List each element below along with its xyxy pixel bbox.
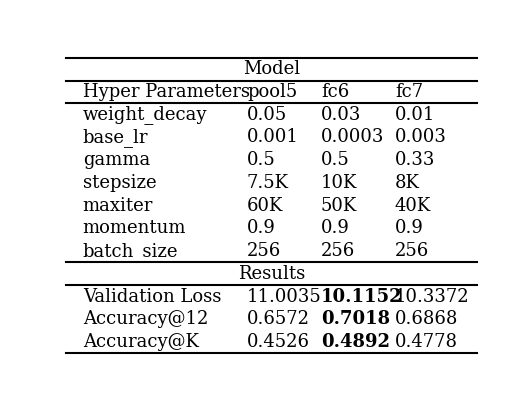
Text: Accuracy@K: Accuracy@K xyxy=(83,333,199,351)
Text: 60K: 60K xyxy=(247,197,284,215)
Text: 0.4892: 0.4892 xyxy=(321,333,390,351)
Text: 0.5: 0.5 xyxy=(321,151,350,169)
Text: gamma: gamma xyxy=(83,151,150,169)
Text: stepsize: stepsize xyxy=(83,174,156,192)
Text: 0.7018: 0.7018 xyxy=(321,310,390,328)
Text: 0.01: 0.01 xyxy=(395,105,435,124)
Text: 50K: 50K xyxy=(321,197,357,215)
Text: base_lr: base_lr xyxy=(83,128,148,147)
Text: 256: 256 xyxy=(395,242,429,260)
Text: Validation Loss: Validation Loss xyxy=(83,288,221,305)
Text: Model: Model xyxy=(243,60,300,78)
Text: Accuracy@12: Accuracy@12 xyxy=(83,310,208,328)
Text: weight_decay: weight_decay xyxy=(83,105,207,124)
Text: 11.0035: 11.0035 xyxy=(247,288,322,305)
Text: 0.6572: 0.6572 xyxy=(247,310,310,328)
Text: 0.6868: 0.6868 xyxy=(395,310,458,328)
Text: pool5: pool5 xyxy=(247,83,297,101)
Text: 0.003: 0.003 xyxy=(395,128,447,146)
Text: 7.5K: 7.5K xyxy=(247,174,289,192)
Text: 0.0003: 0.0003 xyxy=(321,128,384,146)
Text: 10.3372: 10.3372 xyxy=(395,288,470,305)
Text: momentum: momentum xyxy=(83,219,186,237)
Text: 0.9: 0.9 xyxy=(321,219,350,237)
Text: fc6: fc6 xyxy=(321,83,349,101)
Text: 0.5: 0.5 xyxy=(247,151,276,169)
Text: 0.03: 0.03 xyxy=(321,105,361,124)
Text: 10.1152: 10.1152 xyxy=(321,288,403,305)
Text: fc7: fc7 xyxy=(395,83,423,101)
Text: Hyper Parameters: Hyper Parameters xyxy=(83,83,250,101)
Text: 256: 256 xyxy=(247,242,281,260)
Text: 0.4778: 0.4778 xyxy=(395,333,458,351)
Text: 8K: 8K xyxy=(395,174,420,192)
Text: 0.33: 0.33 xyxy=(395,151,435,169)
Text: Results: Results xyxy=(238,265,305,283)
Text: 0.001: 0.001 xyxy=(247,128,299,146)
Text: 0.9: 0.9 xyxy=(395,219,423,237)
Text: 40K: 40K xyxy=(395,197,431,215)
Text: 0.05: 0.05 xyxy=(247,105,287,124)
Text: maxiter: maxiter xyxy=(83,197,153,215)
Text: 10K: 10K xyxy=(321,174,357,192)
Text: 0.4526: 0.4526 xyxy=(247,333,310,351)
Text: 0.9: 0.9 xyxy=(247,219,276,237)
Text: batch_size: batch_size xyxy=(83,242,178,261)
Text: 256: 256 xyxy=(321,242,355,260)
